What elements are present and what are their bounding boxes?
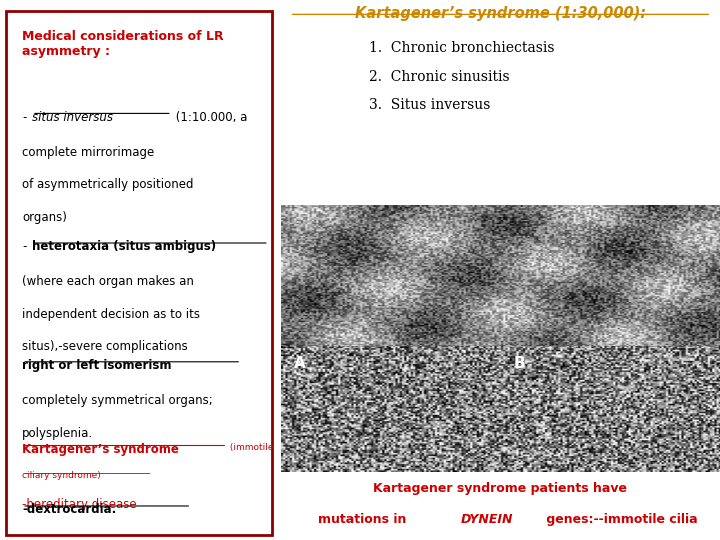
Text: (1:10.000, a: (1:10.000, a [172,111,247,124]
Text: 3.  Situs inversus: 3. Situs inversus [369,98,490,112]
Text: organs): organs) [22,211,67,224]
Text: (immotile: (immotile [228,443,274,452]
Text: DYNEIN: DYNEIN [461,514,513,526]
Text: polysplenia.: polysplenia. [22,427,94,440]
Text: complete mirrorimage: complete mirrorimage [22,146,154,159]
Text: 2.  Chronic sinusitis: 2. Chronic sinusitis [369,70,509,84]
Text: Kartagener’s syndrome: Kartagener’s syndrome [22,443,179,456]
Text: -dextrocardia.: -dextrocardia. [22,503,117,516]
Text: mutations in: mutations in [318,514,411,526]
Text: situs inversus: situs inversus [32,111,113,124]
Text: (where each organ makes an: (where each organ makes an [22,275,194,288]
Text: heterotaxia (situs ambigus): heterotaxia (situs ambigus) [32,240,216,253]
Text: -: - [22,111,27,124]
Text: ciliary syndrome): ciliary syndrome) [22,471,101,480]
Text: 1.  Chronic bronchiectasis: 1. Chronic bronchiectasis [369,41,554,55]
Text: A: A [294,356,306,371]
Text: B: B [513,356,525,371]
Text: of asymmetrically positioned: of asymmetrically positioned [22,178,194,191]
FancyBboxPatch shape [6,11,271,535]
Text: Medical considerations of LR
asymmetry :: Medical considerations of LR asymmetry : [22,30,224,58]
Text: Kartagener syndrome patients have: Kartagener syndrome patients have [374,482,627,495]
Text: genes:--immotile cilia: genes:--immotile cilia [542,514,698,526]
Text: completely symmetrical organs;: completely symmetrical organs; [22,394,213,407]
Text: right or left isomerism: right or left isomerism [22,359,171,372]
Text: Kartagener’s syndrome (1:30,000):: Kartagener’s syndrome (1:30,000): [355,6,646,21]
Text: -: - [22,240,27,253]
Text: independent decision as to its: independent decision as to its [22,308,200,321]
Text: situs),-severe complications: situs),-severe complications [22,340,188,353]
Text: -hereditary disease: -hereditary disease [22,498,137,511]
